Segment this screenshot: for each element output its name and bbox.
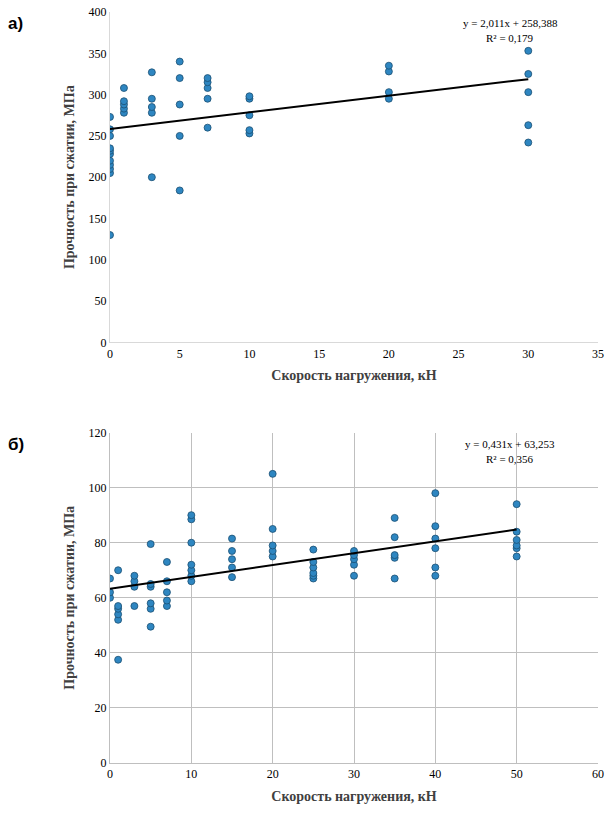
svg-text:y = 2,011x + 258,388: y = 2,011x + 258,388 — [463, 17, 558, 29]
svg-text:300: 300 — [89, 88, 107, 102]
svg-text:120: 120 — [89, 426, 107, 440]
svg-text:200: 200 — [89, 170, 107, 184]
svg-text:0: 0 — [107, 767, 113, 781]
svg-text:30: 30 — [348, 767, 360, 781]
svg-text:5: 5 — [177, 347, 183, 361]
svg-text:50: 50 — [95, 294, 107, 308]
svg-text:100: 100 — [89, 481, 107, 495]
svg-text:R² = 0,356: R² = 0,356 — [486, 453, 534, 465]
svg-text:15: 15 — [313, 347, 325, 361]
svg-text:R² = 0,179: R² = 0,179 — [486, 32, 534, 44]
svg-text:Прочность при сжатии, МПа: Прочность при сжатии, МПа — [62, 85, 77, 269]
svg-text:y = 0,431x + 63,253: y = 0,431x + 63,253 — [465, 438, 555, 450]
svg-text:60: 60 — [592, 767, 604, 781]
svg-text:20: 20 — [267, 767, 279, 781]
svg-text:30: 30 — [522, 347, 534, 361]
svg-text:60: 60 — [95, 591, 107, 605]
svg-text:80: 80 — [95, 536, 107, 550]
svg-text:40: 40 — [95, 646, 107, 660]
svg-text:а): а) — [8, 14, 23, 33]
svg-text:100: 100 — [89, 253, 107, 267]
svg-text:Прочность при сжатии, МПа: Прочность при сжатии, МПа — [62, 506, 77, 690]
svg-text:Скорость нагружения, кН: Скорость нагружения, кН — [271, 368, 437, 383]
svg-text:350: 350 — [89, 47, 107, 61]
svg-text:150: 150 — [89, 212, 107, 226]
svg-text:25: 25 — [453, 347, 465, 361]
svg-text:20: 20 — [383, 347, 395, 361]
svg-text:10: 10 — [185, 767, 197, 781]
svg-text:400: 400 — [89, 5, 107, 19]
svg-text:20: 20 — [95, 701, 107, 715]
svg-text:50: 50 — [511, 767, 523, 781]
svg-text:0: 0 — [101, 336, 107, 350]
svg-text:250: 250 — [89, 129, 107, 143]
svg-text:40: 40 — [429, 767, 441, 781]
svg-text:Скорость нагружения, кН: Скорость нагружения, кН — [271, 789, 437, 804]
svg-text:10: 10 — [243, 347, 255, 361]
svg-text:35: 35 — [592, 347, 604, 361]
svg-text:б): б) — [8, 435, 24, 454]
svg-text:0: 0 — [107, 347, 113, 361]
svg-text:0: 0 — [101, 756, 107, 770]
